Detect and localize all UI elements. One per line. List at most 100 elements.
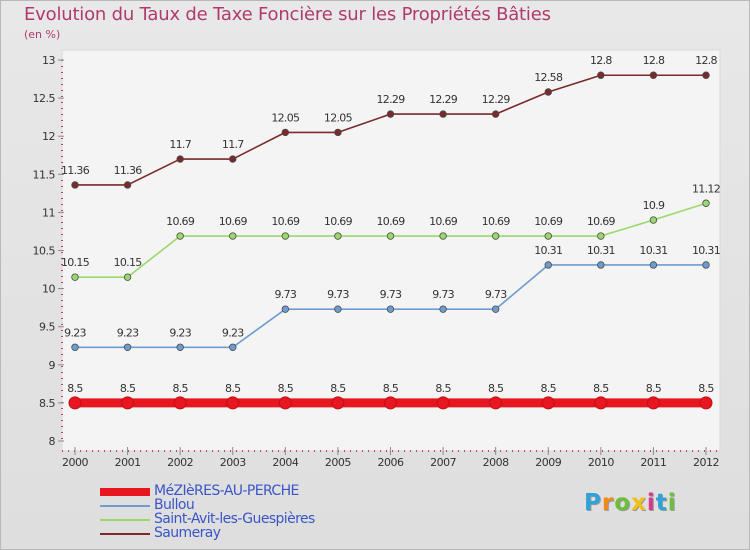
y-tick-label: 8.5	[39, 397, 55, 410]
data-label: 11.7	[222, 138, 244, 151]
data-point	[123, 273, 132, 281]
data-label: 9.73	[327, 288, 349, 301]
x-tick-label: 2002	[167, 456, 193, 469]
data-label: 10.69	[324, 215, 353, 228]
data-label: 11.36	[61, 164, 90, 177]
data-point	[702, 71, 710, 79]
data-label: 10.69	[166, 215, 195, 228]
legend-label: Saumeray	[154, 525, 221, 541]
data-label: 10.15	[114, 256, 143, 269]
data-label: 10.9	[643, 199, 665, 212]
data-label: 8.5	[698, 382, 714, 395]
data-point	[597, 232, 605, 240]
data-point	[71, 343, 79, 351]
data-label: 10.69	[377, 215, 406, 228]
data-point	[176, 155, 184, 163]
logo-letter: i	[646, 490, 656, 516]
data-label: 10.15	[61, 256, 90, 269]
data-label: 9.73	[485, 288, 507, 301]
logo-letter: t	[655, 490, 668, 516]
data-point	[649, 71, 658, 79]
data-point	[281, 305, 290, 313]
data-point	[386, 232, 395, 240]
data-point	[384, 396, 397, 410]
legend-swatch	[100, 488, 150, 496]
y-tick-label: 9	[49, 359, 56, 372]
y-tick-label: 12.5	[33, 92, 56, 105]
data-point	[702, 199, 710, 207]
data-point	[439, 305, 447, 313]
x-tick-label: 2005	[325, 456, 351, 469]
y-tick-label: 11.5	[33, 168, 56, 181]
data-label: 12.8	[590, 54, 612, 67]
data-point	[702, 261, 710, 269]
data-point	[281, 128, 290, 137]
data-point	[123, 181, 132, 189]
data-label: 12.29	[482, 93, 511, 106]
y-tick-label: 10.5	[33, 245, 56, 258]
logo-letter: P	[584, 490, 602, 516]
data-label: 10.69	[534, 215, 563, 228]
data-point	[229, 232, 237, 240]
y-tick-label: 11	[42, 206, 55, 219]
data-point	[226, 396, 240, 410]
data-label: 8.5	[172, 382, 188, 395]
data-label: 12.8	[643, 54, 665, 67]
data-point	[491, 232, 500, 240]
data-label: 8.5	[120, 382, 136, 395]
data-label: 12.29	[377, 93, 406, 106]
x-tick-label: 2004	[272, 456, 298, 469]
data-point	[544, 88, 552, 96]
x-tick-label: 2008	[483, 456, 509, 469]
data-label: 12.05	[271, 111, 300, 124]
data-label: 8.5	[67, 382, 83, 395]
data-point	[544, 232, 552, 240]
data-label: 8.5	[225, 382, 241, 395]
data-label: 10.31	[534, 244, 562, 257]
data-label: 10.31	[639, 244, 667, 257]
y-tick-label: 12	[42, 130, 55, 143]
data-point	[229, 155, 237, 163]
logo-letter: r	[601, 490, 615, 516]
data-point	[334, 128, 342, 137]
legend-swatch	[100, 533, 150, 535]
data-point	[123, 343, 132, 351]
y-tick-label: 10	[42, 283, 55, 296]
legend-label: MéZIèRES-AU-PERCHE	[154, 483, 299, 499]
data-label: 10.69	[219, 215, 248, 228]
data-label: 12.29	[429, 93, 458, 106]
data-label: 12.05	[324, 111, 353, 124]
data-point	[597, 71, 605, 79]
data-label: 9.23	[117, 326, 139, 339]
data-point	[386, 305, 395, 313]
data-point	[334, 232, 342, 240]
legend-label: Saint-Avit-les-Guespières	[154, 511, 315, 527]
x-tick-label: 2009	[535, 456, 561, 469]
logo-letter: o	[614, 490, 632, 516]
data-point	[491, 305, 500, 313]
data-point	[491, 110, 500, 118]
x-tick-label: 2010	[588, 456, 614, 469]
data-label: 10.69	[587, 215, 616, 228]
data-point	[176, 343, 184, 351]
data-label: 10.69	[429, 215, 458, 228]
data-point	[699, 396, 713, 410]
data-label: 8.5	[383, 382, 399, 395]
data-label: 10.31	[692, 244, 720, 257]
logo-letter: x	[631, 490, 647, 516]
data-label: 8.5	[593, 382, 609, 395]
data-label: 9.73	[274, 288, 296, 301]
data-label: 11.36	[114, 164, 143, 177]
x-tick-label: 2003	[220, 456, 246, 469]
data-point	[121, 396, 135, 410]
data-point	[173, 396, 187, 410]
legend-swatch	[100, 505, 150, 507]
data-point	[649, 216, 658, 224]
data-point	[71, 181, 79, 189]
data-label: 8.5	[488, 382, 504, 395]
x-tick-label: 2007	[430, 456, 456, 469]
x-tick-label: 2000	[62, 456, 88, 469]
data-point	[439, 232, 447, 240]
data-point	[439, 110, 447, 118]
